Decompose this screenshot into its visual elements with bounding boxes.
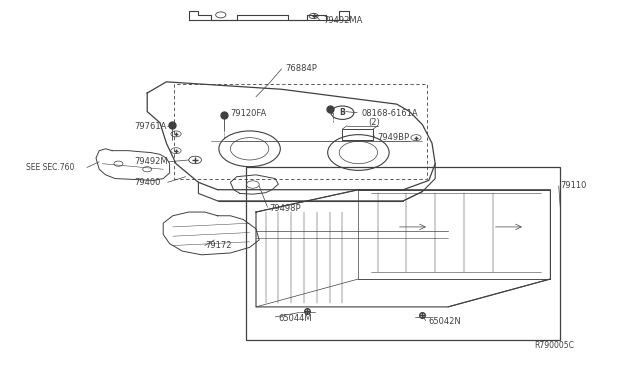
Text: 79492M: 79492M	[134, 157, 168, 166]
Bar	[342, 129, 373, 140]
Text: 08168-6161A: 08168-6161A	[362, 109, 418, 118]
Bar	[174, 84, 427, 179]
Text: 7949BP: 7949BP	[378, 133, 410, 142]
Text: 79498P: 79498P	[269, 204, 300, 213]
Text: (2): (2)	[368, 118, 380, 126]
Text: B: B	[340, 108, 345, 117]
Text: SEE SEC.760: SEE SEC.760	[26, 163, 74, 172]
Text: 79172: 79172	[205, 241, 231, 250]
Text: 65044M: 65044M	[278, 314, 312, 323]
Text: 76884P: 76884P	[285, 64, 317, 73]
Text: 65042N: 65042N	[429, 317, 461, 326]
Text: R790005C: R790005C	[534, 341, 574, 350]
Bar	[246, 167, 560, 340]
Text: 79110: 79110	[560, 182, 586, 190]
Text: 79492MA: 79492MA	[323, 16, 363, 25]
Text: 79400: 79400	[134, 178, 161, 187]
Text: 79120FA: 79120FA	[230, 109, 267, 118]
Text: 79761A: 79761A	[134, 122, 167, 131]
